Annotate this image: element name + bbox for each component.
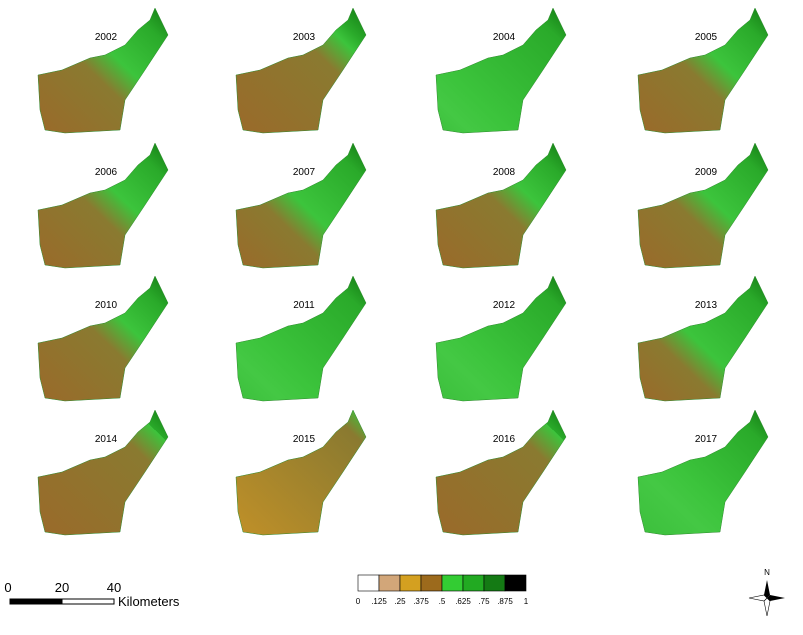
legend-swatch — [378, 574, 401, 592]
region-shape — [37, 142, 169, 269]
region-shape — [637, 275, 769, 402]
arrow-part — [767, 595, 785, 601]
region-shape — [637, 142, 769, 269]
map-panel: 2009 — [637, 142, 769, 269]
region-shape — [435, 142, 567, 269]
year-label: 2002 — [95, 32, 118, 43]
map-panel: 2008 — [435, 142, 567, 269]
map-panel: 2015 — [235, 409, 367, 536]
scale-segment — [9, 598, 63, 605]
map-panel: 2006 — [37, 142, 169, 269]
year-label: 2015 — [293, 434, 316, 445]
arrow-part — [748, 594, 768, 602]
region-shape — [235, 7, 367, 134]
year-label: 2006 — [95, 167, 118, 178]
region-shape — [637, 409, 769, 536]
legend-label: .625 — [455, 597, 471, 606]
legend: 0 .125 .25 .375 .5 .625 .75 .875 1 — [356, 574, 529, 606]
map-panel: 2013 — [637, 275, 769, 402]
region-shape — [37, 275, 169, 402]
region-shape — [435, 409, 567, 536]
legend-swatch — [399, 574, 422, 592]
year-label: 2010 — [95, 300, 118, 311]
legend-swatch — [462, 574, 485, 592]
year-label: 2016 — [493, 434, 516, 445]
year-label: 2013 — [695, 300, 718, 311]
region-shape — [235, 275, 367, 402]
legend-swatch — [357, 574, 380, 592]
region-shape — [435, 7, 567, 134]
legend-label: 0 — [356, 597, 361, 606]
map-panel: 2011 — [235, 275, 367, 402]
legend-label: .375 — [413, 597, 429, 606]
year-label: 2014 — [95, 434, 118, 445]
region-shape — [235, 409, 367, 536]
scale-bar: 0 20 40 Kilometers — [4, 580, 180, 609]
year-label: 2004 — [493, 32, 516, 43]
scale-unit: Kilometers — [118, 594, 180, 609]
legend-swatch — [441, 574, 464, 592]
map-panel: 2007 — [235, 142, 367, 269]
north-arrow: N — [748, 568, 785, 617]
legend-label: .5 — [439, 597, 446, 606]
map-panel: 2005 — [637, 7, 769, 134]
arrow-part — [763, 597, 771, 617]
map-panel: 2017 — [637, 409, 769, 536]
scale-label: 40 — [107, 580, 121, 595]
scale-label: 20 — [55, 580, 69, 595]
year-label: 2007 — [293, 167, 316, 178]
year-label: 2012 — [493, 300, 516, 311]
region-shape — [435, 275, 567, 402]
year-label: 2011 — [293, 300, 315, 311]
year-label: 2005 — [695, 32, 718, 43]
legend-label: 1 — [524, 597, 529, 606]
year-label: 2017 — [695, 434, 718, 445]
legend-swatch — [504, 574, 527, 592]
region-shape — [37, 7, 169, 134]
legend-swatch — [483, 574, 506, 592]
map-panel: 2002 — [37, 7, 169, 134]
year-label: 2009 — [695, 167, 718, 178]
year-label: 2008 — [493, 167, 516, 178]
region-shape — [637, 7, 769, 134]
region-shape — [37, 409, 169, 536]
map-panel: 2004 — [435, 7, 567, 134]
legend-label: .25 — [394, 597, 406, 606]
north-label: N — [764, 568, 770, 577]
legend-label: .125 — [371, 597, 387, 606]
map-panel: 2012 — [435, 275, 567, 402]
map-panel: 2016 — [435, 409, 567, 536]
legend-swatch — [420, 574, 443, 592]
map-panel: 2010 — [37, 275, 169, 402]
legend-label: .875 — [497, 597, 513, 606]
region-shape — [235, 142, 367, 269]
year-label: 2003 — [293, 32, 316, 43]
legend-label: .75 — [478, 597, 490, 606]
scale-segment — [61, 598, 115, 605]
map-panel: 2003 — [235, 7, 367, 134]
map-panel: 2014 — [37, 409, 169, 536]
arrow-part — [764, 580, 770, 598]
scale-label: 0 — [4, 580, 11, 595]
